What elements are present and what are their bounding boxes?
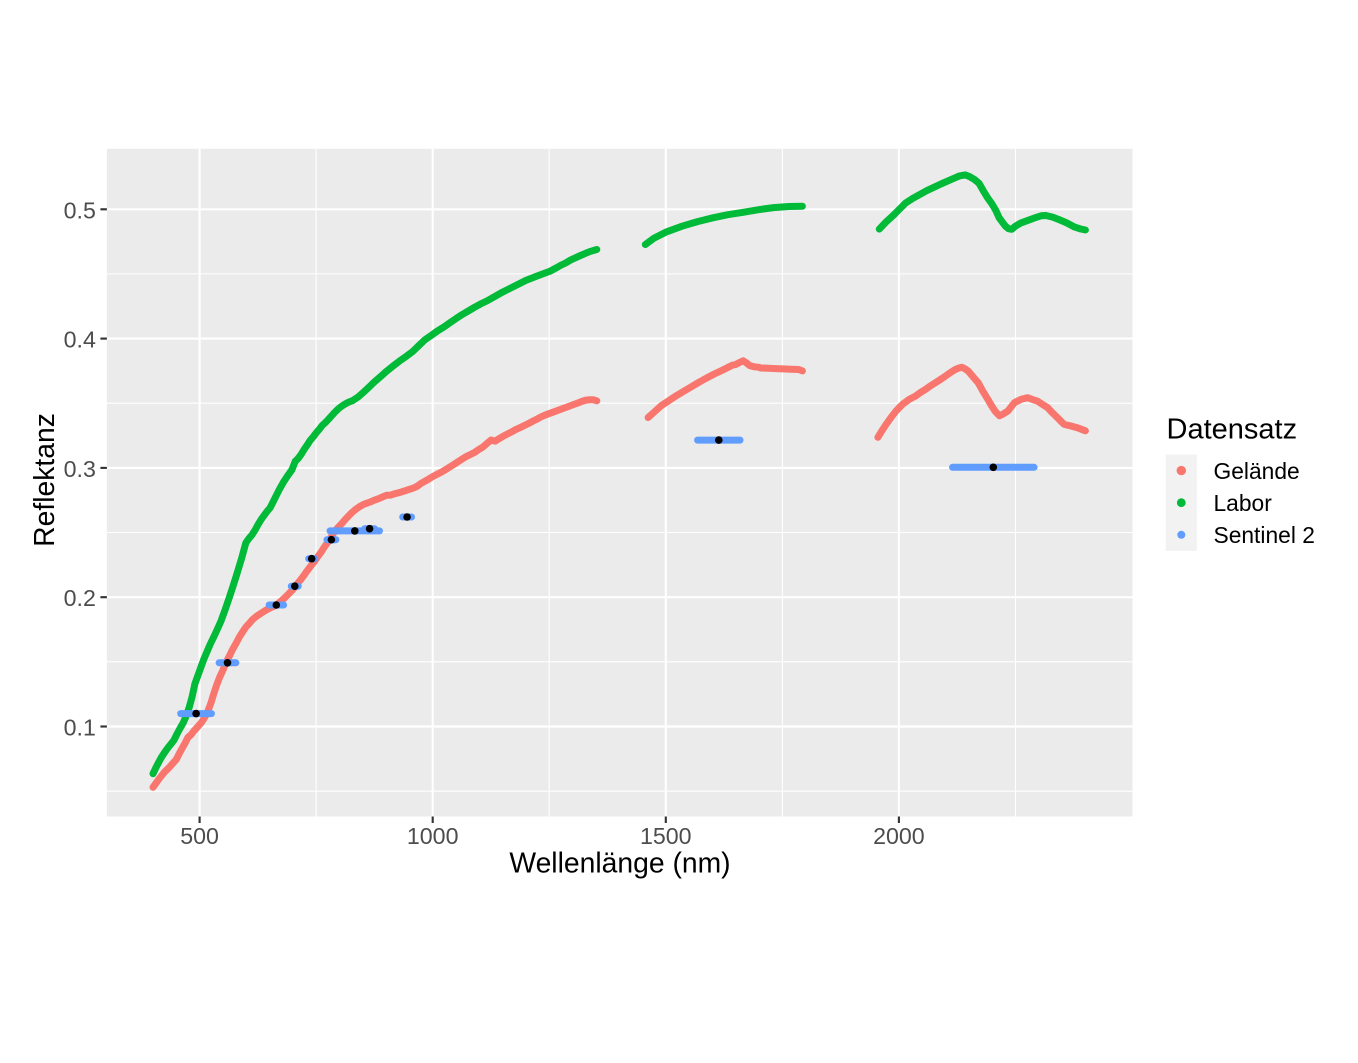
svg-text:0.3: 0.3 <box>64 456 96 482</box>
svg-text:Gelände: Gelände <box>1214 458 1300 484</box>
svg-text:0.1: 0.1 <box>64 715 96 741</box>
svg-text:Datensatz: Datensatz <box>1167 414 1298 446</box>
svg-text:Labor: Labor <box>1214 490 1273 516</box>
svg-text:0.2: 0.2 <box>64 585 96 611</box>
svg-text:2000: 2000 <box>873 823 925 849</box>
svg-text:Sentinel 2: Sentinel 2 <box>1214 522 1315 548</box>
svg-text:Reflektanz: Reflektanz <box>28 413 60 547</box>
svg-text:1500: 1500 <box>640 823 692 849</box>
svg-text:1000: 1000 <box>407 823 459 849</box>
svg-text:500: 500 <box>180 823 219 849</box>
svg-text:0.5: 0.5 <box>64 197 96 223</box>
svg-text:0.4: 0.4 <box>64 327 96 353</box>
svg-text:Wellenlänge (nm): Wellenlänge (nm) <box>509 847 730 879</box>
